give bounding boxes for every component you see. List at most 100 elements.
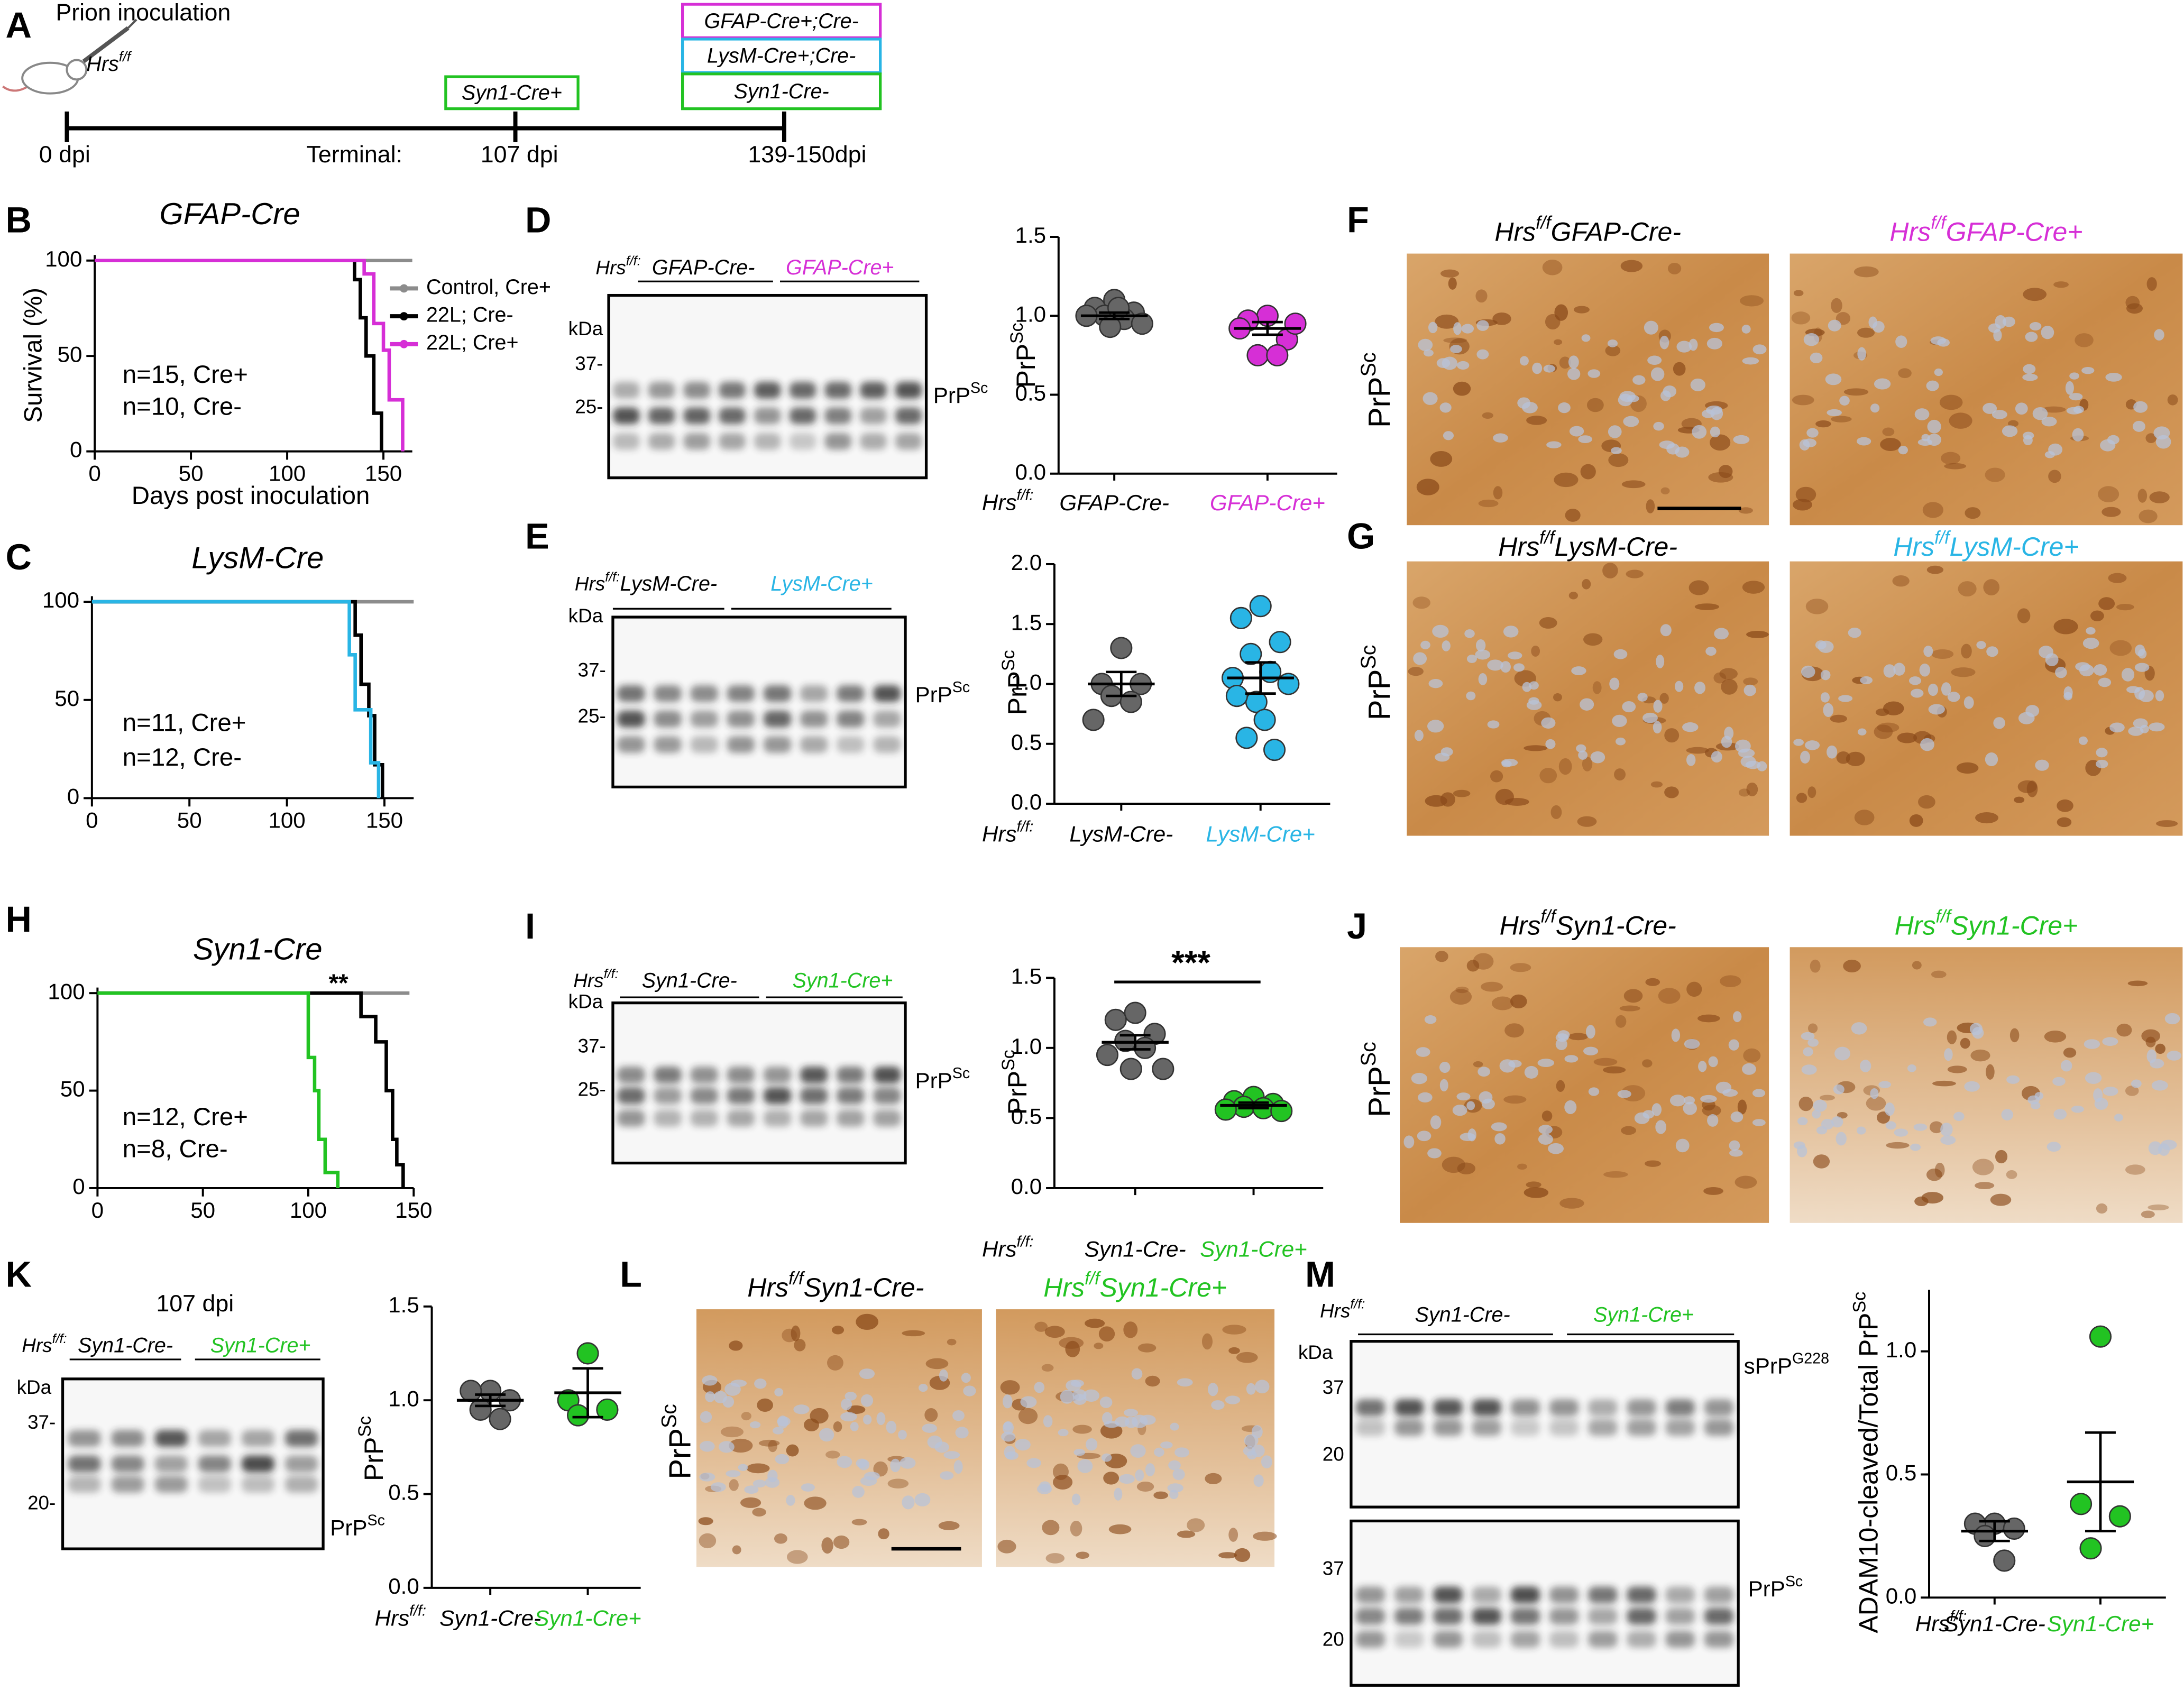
panel-letter: K [6,1254,32,1295]
inoculation-label: Prion inoculation [56,0,231,25]
data-point [1229,606,1252,629]
nucleus [753,1479,766,1488]
stain-deposit [1492,312,1511,325]
image-title: Hrsf/fGFAP-Cre+ [1889,213,2082,247]
blot-band [654,736,682,753]
nucleus [2071,1105,2084,1113]
stain-deposit [1510,994,1527,1009]
blot-band [241,1476,275,1493]
blot-band [1472,1399,1502,1416]
blot-band [1627,1631,1656,1648]
stain-deposit [1044,1326,1065,1338]
blot-band [690,736,719,753]
terminal-group-box [681,72,882,111]
x-tick-label: 100 [269,461,306,486]
nucleus [955,1427,969,1439]
nucleus [1653,421,1664,431]
nucleus [1692,425,1707,439]
blot-band [800,736,828,753]
y-axis-label-text: PrP [1003,1071,1032,1115]
nucleus [1988,323,2001,333]
panel-letter: F [1347,200,1369,241]
nucleus [819,1428,834,1442]
nucleus [1972,1027,1984,1039]
terminal-group: Syn1-Cre+ [462,81,562,104]
nucleus [2133,401,2148,413]
nucleus [1650,367,1665,381]
blot-prefix: Hrsf/f: [595,253,640,278]
stain-deposit [1718,465,1733,479]
image-title-suffix: GFAP-Cre+ [1946,217,2083,247]
band-label: sPrPG228 [1744,1350,1829,1378]
nucleus [1816,1126,1828,1135]
nucleus [1466,691,1476,701]
nucleus [1895,335,1907,348]
nucleus [1923,1017,1937,1027]
stain-deposit [1554,304,1568,321]
stain-deposit [1985,467,2005,482]
nucleus [1733,435,1750,444]
stain-deposit [1877,722,1899,733]
mouse-genotype-sup: f/f [119,49,132,65]
timeline-label: 0 dpi [39,141,90,168]
stain-deposit [1448,277,1457,290]
nucleus [890,1458,901,1473]
blot-band [1588,1607,1618,1625]
nucleus [1647,355,1662,365]
blot-band [895,382,922,399]
mw-marker: 25- [577,705,605,727]
image-title: Hrsf/fGFAP-Cre- [1494,213,1681,247]
y-tick-label: 0 [70,437,82,462]
blot-band [690,1109,719,1127]
category-label: Syn1-Cre+ [1200,1237,1307,1262]
y-tick-label: 100 [42,587,79,612]
blot-band [727,685,755,702]
data-point [567,1404,590,1427]
x-tick-label: 50 [177,807,202,832]
sem-bar [1106,670,1137,697]
stain-deposit [2139,509,2158,523]
image-title-sup: f/f [1536,213,1553,233]
nucleus [1908,676,1922,685]
blot-band [654,685,682,702]
stain-deposit [1813,1154,1830,1169]
annotation: n=12, Cre+ [123,1103,248,1131]
stain-deposit [1253,1531,1277,1541]
nucleus [1732,1011,1742,1023]
nucleus [1479,1091,1493,1104]
stain-deposit [997,1539,1016,1554]
data-point [2108,1505,2131,1528]
panel-letter: L [620,1254,642,1295]
stain-deposit [2146,277,2157,291]
nucleus [1803,438,1817,447]
nucleus [1632,375,1646,385]
nucleus [1663,385,1677,398]
nucleus [1686,753,1696,766]
timeline-label: Terminal: [306,141,402,168]
blot-band [1433,1607,1463,1625]
nucleus [2032,407,2048,420]
blot-band [727,1109,755,1127]
stain-deposit [1932,1080,1956,1087]
blot-band [1510,1399,1540,1416]
nucleus [738,1464,748,1471]
blot-band [198,1455,232,1473]
nucleus [841,1398,852,1411]
y-tick-label: 0.0 [1011,789,1042,814]
blot-band [1394,1419,1424,1436]
stain-deposit [1504,1023,1524,1038]
stain-label-sup: Sc [1357,1042,1380,1066]
y-axis-label: Survival (%) [19,288,47,423]
stain-deposit [1944,463,1967,470]
data-point [2070,1493,2093,1515]
image-title-suffix: GFAP-Cre- [1551,217,1681,247]
blot-band [800,711,828,728]
stain-deposit [2090,610,2104,621]
category-prefix: Hrsf/f: [1915,1608,1967,1637]
blot-prefix-sup: f/f: [604,967,619,981]
stain-deposit [1810,959,1821,973]
nucleus [793,1404,810,1414]
nucleus [943,1451,960,1459]
stain-deposit [821,1537,833,1554]
mw-marker: 20- [27,1492,56,1514]
